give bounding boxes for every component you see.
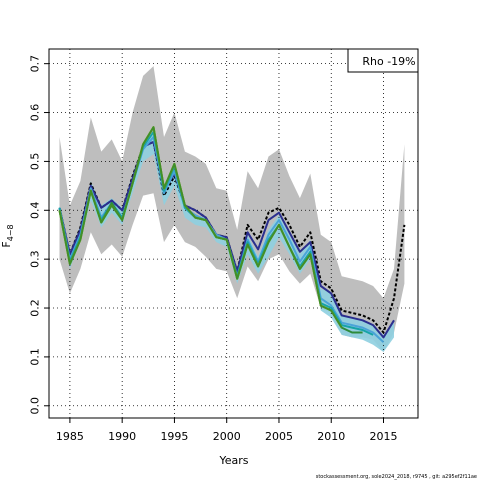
y-tick-label-0.2: 0.2 — [29, 299, 42, 317]
series-line-2 — [58, 140, 395, 339]
x-tick-label-1990: 1990 — [108, 430, 136, 443]
series-line-7 — [58, 126, 343, 329]
series-lines — [58, 126, 406, 343]
legend-text: Rho -19% — [362, 55, 415, 68]
confidence-bands — [59, 66, 405, 352]
y-axis-title: F4−8 — [0, 224, 15, 247]
y-axis-title-main: F — [0, 241, 13, 247]
y-tick-label-0.7: 0.7 — [29, 55, 42, 72]
y-tick-label-0.5: 0.5 — [29, 153, 42, 171]
y-tick-label-0.4: 0.4 — [29, 202, 42, 220]
x-tick-label-2005: 2005 — [265, 430, 293, 443]
y-axis-title-subscript: 4−8 — [6, 224, 15, 241]
y-axis: 0.0 0.1 0.2 0.3 0.4 0.5 0.6 0.7 — [29, 55, 49, 415]
y-tick-label-0: 0.0 — [29, 397, 42, 415]
legend-box — [347, 48, 419, 73]
x-axis-title: Years — [218, 454, 248, 467]
plot-frame — [48, 48, 419, 419]
legend: Rho -19% — [347, 48, 419, 73]
y-tick-label-0.6: 0.6 — [29, 104, 42, 122]
footer-credit: stockassessment.org, sole2024_2018, r974… — [316, 474, 477, 480]
x-tick-label-1985: 1985 — [56, 430, 84, 443]
x-tick-label-2010: 2010 — [317, 430, 345, 443]
x-tick-label-1995: 1995 — [160, 430, 188, 443]
y-tick-label-0.1: 0.1 — [29, 348, 42, 366]
x-axis: 1985 1990 1995 2000 2005 2010 2015 — [56, 418, 398, 443]
x-tick-label-2000: 2000 — [213, 430, 241, 443]
x-tick-label-2015: 2015 — [370, 430, 398, 443]
y-tick-label-0.3: 0.3 — [29, 250, 42, 268]
